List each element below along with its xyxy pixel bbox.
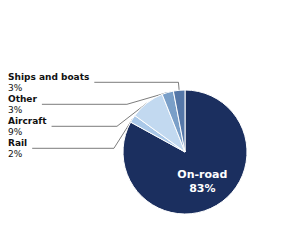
svg-text:3%: 3% (8, 83, 23, 93)
svg-text:Rail: Rail (8, 138, 27, 148)
svg-text:2%: 2% (8, 149, 23, 159)
svg-text:Aircraft: Aircraft (8, 116, 47, 126)
svg-text:83%: 83% (189, 182, 215, 195)
svg-text:Ships and boats: Ships and boats (8, 72, 89, 82)
svg-text:3%: 3% (8, 105, 23, 115)
svg-text:On-road: On-road (177, 168, 227, 181)
svg-text:9%: 9% (8, 127, 23, 137)
svg-text:Other: Other (8, 94, 37, 104)
